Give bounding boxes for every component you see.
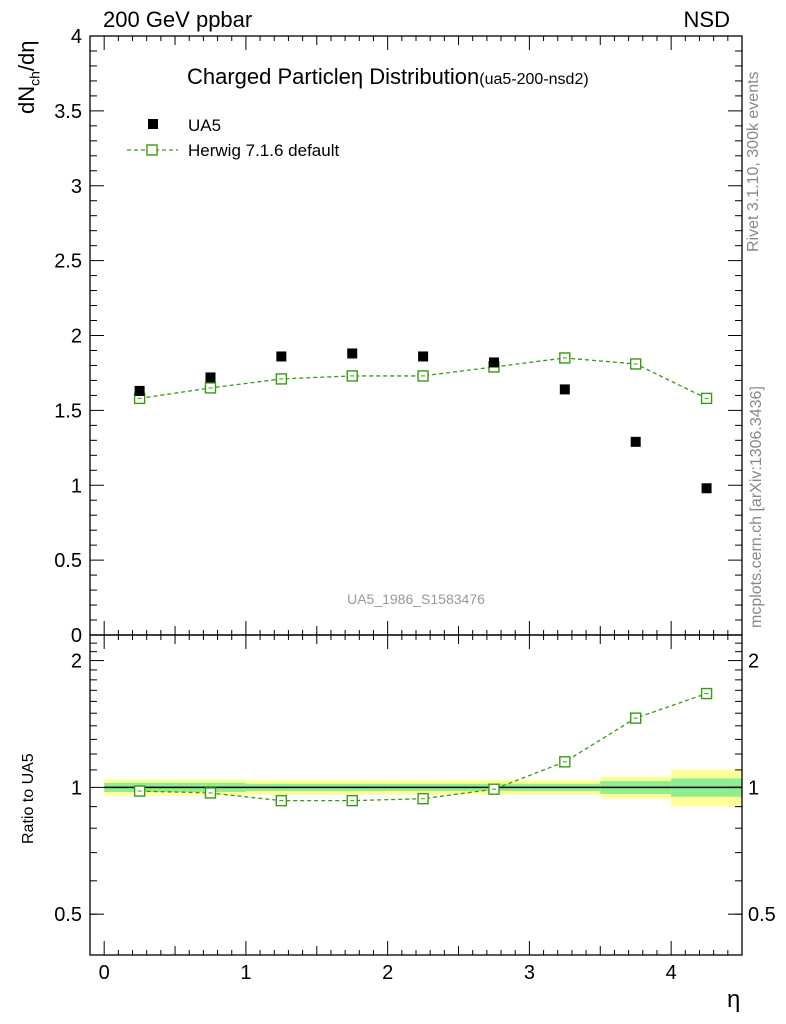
- y-tick-label: 1.5: [54, 400, 82, 422]
- y-tick-label: 2: [71, 326, 82, 348]
- title-analysis-id: (ua5-200-nsd2): [479, 71, 589, 88]
- legend-herwig-label: Herwig 7.1.6 default: [188, 141, 339, 160]
- main-title: Charged Particleη Distribution(ua5-200-n…: [187, 66, 589, 88]
- x-tick-label: 0: [99, 962, 110, 984]
- ua5-point: [205, 372, 216, 383]
- x-tick-label: 2: [382, 962, 393, 984]
- ua5-point: [701, 483, 712, 494]
- ratio-y-tick-label-right: 2: [748, 651, 759, 673]
- ua5-point: [630, 436, 641, 447]
- legend-herwig-marker: [146, 144, 158, 156]
- x-tick-label: 4: [666, 962, 677, 984]
- ua5-point: [134, 385, 145, 396]
- title-eta-symbol: η: [350, 64, 364, 89]
- ua5-point: [488, 357, 499, 368]
- ua5-point: [347, 348, 358, 359]
- y-tick-label: 1: [71, 475, 82, 497]
- y-tick-label: 2.5: [54, 251, 82, 273]
- y-tick-label: 0: [71, 625, 82, 647]
- legend-ua5-marker: [148, 119, 158, 129]
- ratio-y-tick-label: 1: [71, 777, 82, 799]
- title-text-rest: Distribution: [363, 64, 480, 89]
- analysis-label: UA5_1986_S1583476: [347, 591, 485, 607]
- x-axis-label: η: [727, 986, 741, 1013]
- y-tick-label: 3: [71, 176, 82, 198]
- ratio-y-tick-label: 2: [71, 651, 82, 673]
- x-tick-label: 3: [524, 962, 535, 984]
- ua5-point: [276, 351, 287, 362]
- title-text: Charged Particle: [187, 64, 351, 89]
- y-tick-label: 0.5: [54, 550, 82, 572]
- ratio-y-tick-label-right: 0.5: [748, 904, 776, 926]
- header-left: 200 GeV ppbar: [103, 7, 253, 32]
- header-right: NSD: [683, 7, 730, 32]
- legend-ua5-label: UA5: [188, 116, 221, 135]
- ratio-y-tick-label: 0.5: [54, 904, 82, 926]
- ua5-point: [418, 351, 429, 362]
- ratio-y-tick-label-right: 1: [748, 777, 759, 799]
- y-tick-label: 4: [71, 26, 82, 48]
- y-tick-label: 3.5: [54, 101, 82, 123]
- ua5-point: [559, 384, 570, 395]
- x-tick-label: 1: [240, 962, 251, 984]
